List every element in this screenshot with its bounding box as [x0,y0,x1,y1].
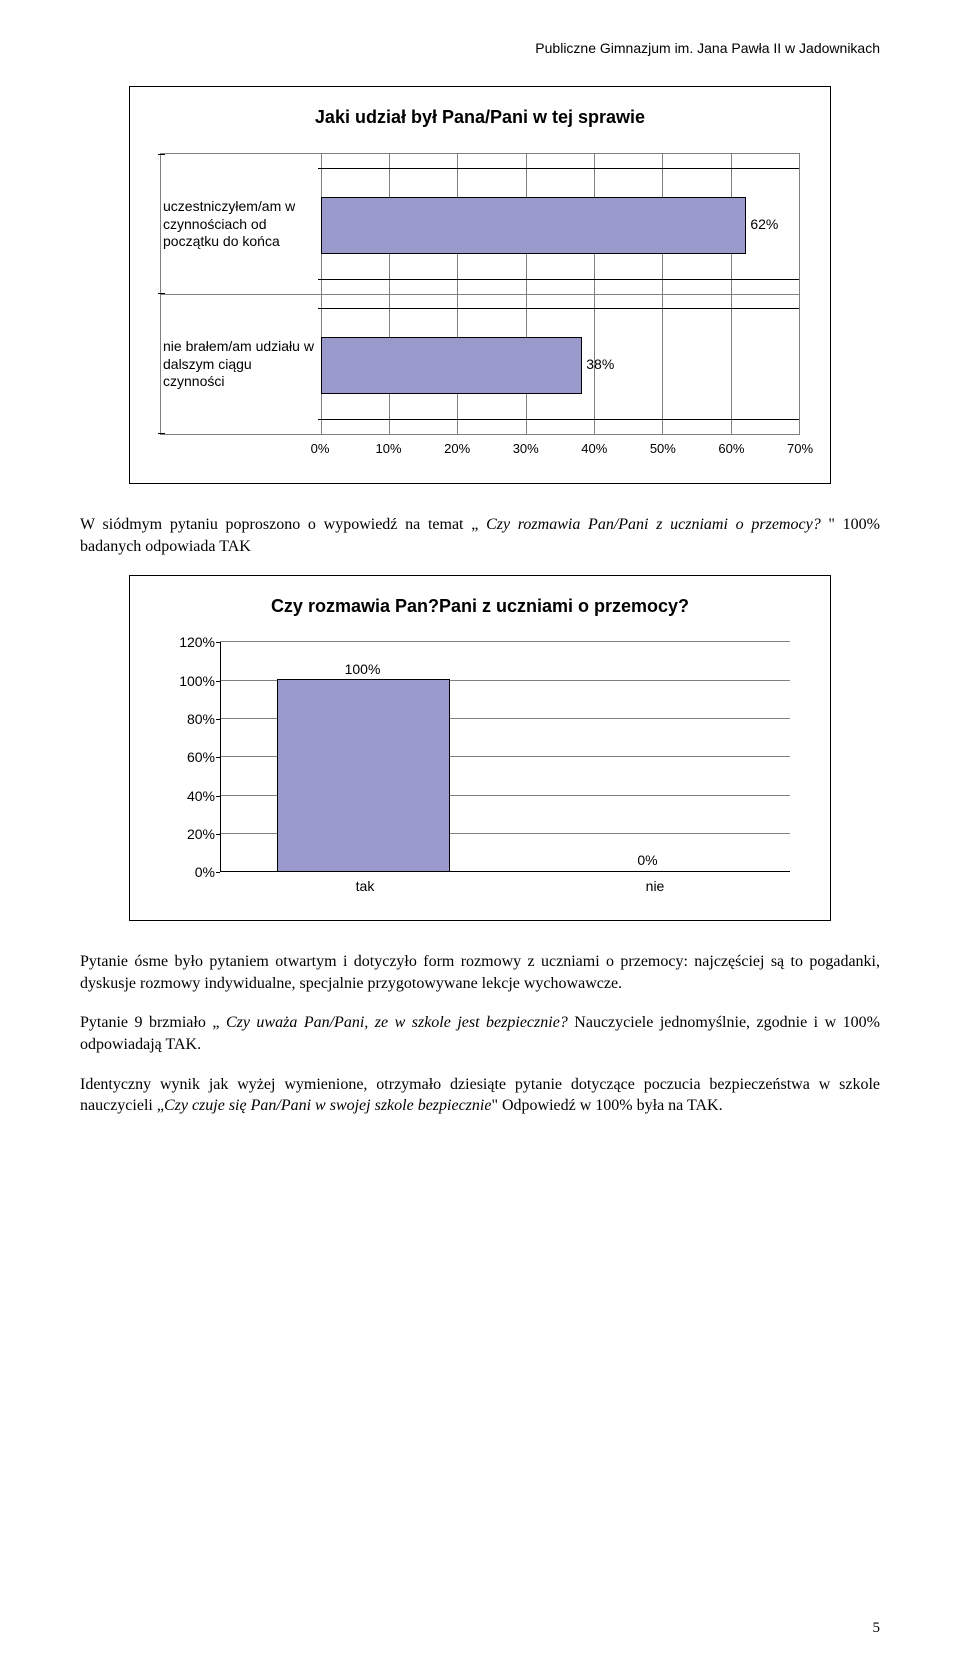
paragraph-q8: Pytanie ósme było pytaniem otwartym i do… [80,951,880,994]
chart2-value-tak: 100% [345,661,381,677]
chart1-bar-0 [321,197,747,254]
chart1-value-1: 38% [586,356,614,372]
chart2-ytick-3: 60% [160,749,215,765]
chart1-xtick-2: 20% [444,441,470,456]
chart2-xcat-tak: tak [356,878,375,894]
para4-italic: Czy czuje się Pan/Pani w swojej szkole b… [164,1097,492,1114]
chart2-ytick-0: 0% [160,864,215,880]
chart1-value-0: 62% [750,216,778,232]
page-number: 5 [873,1620,881,1637]
paragraph-q9: Pytanie 9 brzmiało „ Czy uważa Pan/Pani,… [80,1012,880,1055]
chart2-xaxis: tak nie [220,876,800,900]
chart1-xtick-0: 0% [311,441,330,456]
para4-post: " Odpowiedź w 100% była na TAK. [491,1097,722,1114]
chart1-xaxis: 0% 10% 20% 30% 40% 50% 60% 70% [160,439,800,463]
para3-pre: Pytanie 9 brzmiało „ [80,1014,226,1031]
para3-italic: Czy uważa Pan/Pani, ze w szkole jest bez… [226,1014,568,1031]
paragraph-q7: W siódmym pytaniu poproszono o wypowiedź… [80,514,880,557]
page-header: Publiczne Gimnazjum im. Jana Pawła II w … [80,40,880,56]
chart2-xcat-nie: nie [646,878,665,894]
para1-italic: Czy rozmawia Pan/Pani z uczniami o przem… [486,516,821,533]
chart2-title: Czy rozmawia Pan?Pani z uczniami o przem… [150,596,810,617]
chart2-plot: 0% 20% 40% 60% 80% 100% 120% [160,642,800,872]
chart2-value-nie: 0% [637,852,657,868]
chart1-label-0: uczestniczyłem/am w czynnościach od pocz… [163,198,316,251]
chart1-title: Jaki udział był Pana/Pani w tej sprawie [150,107,810,128]
chart2-ytick-1: 20% [160,826,215,842]
chart1-xtick-4: 40% [581,441,607,456]
chart2-ytick-6: 120% [160,634,215,650]
paragraph-q10: Identyczny wynik jak wyżej wymienione, o… [80,1074,880,1117]
chart2-ytick-2: 40% [160,788,215,804]
chart-participation: Jaki udział był Pana/Pani w tej sprawie … [129,86,831,484]
chart1-label-1: nie brałem/am udziału w dalszym ciągu cz… [163,338,316,391]
para1-pre: W siódmym pytaniu poproszono o wypowiedź… [80,516,486,533]
chart1-plot: 62% uczestniczyłem/am w czynnościach od … [160,153,800,435]
chart1-bar-1 [321,337,583,394]
chart1-xtick-1: 10% [376,441,402,456]
chart1-xtick-7: 70% [787,441,813,456]
chart2-ytick-4: 80% [160,711,215,727]
chart1-row-1: 38% nie brałem/am udziału w dalszym ciąg… [161,294,799,434]
chart-talks-violence: Czy rozmawia Pan?Pani z uczniami o przem… [129,575,831,921]
chart2-ytick-5: 100% [160,673,215,689]
chart1-xtick-5: 50% [650,441,676,456]
chart2-bar-tak [277,679,450,873]
chart1-xtick-6: 60% [718,441,744,456]
chart1-xtick-3: 30% [513,441,539,456]
chart1-row-0: 62% uczestniczyłem/am w czynnościach od … [161,154,799,295]
